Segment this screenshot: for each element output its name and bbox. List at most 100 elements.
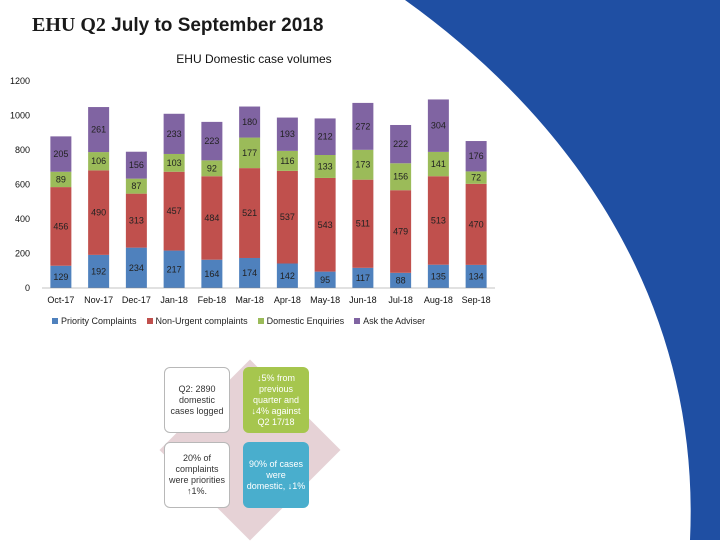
bar-segment [352, 102, 374, 150]
data-label: 511 [356, 219, 370, 229]
bar-segment [427, 99, 449, 152]
data-label: 233 [167, 129, 182, 139]
legend-swatch-priority [52, 318, 58, 324]
bar-segment [163, 250, 185, 288]
data-label: 537 [280, 212, 295, 222]
logo-line: citizens [593, 373, 656, 393]
data-label: 134 [469, 271, 484, 281]
bar-segment [314, 271, 336, 288]
bar-segment [50, 136, 72, 172]
data-label: 133 [318, 161, 333, 171]
data-label: 272 [355, 121, 370, 131]
bar-segment [50, 171, 72, 188]
legend-label: Priority Complaints [61, 316, 137, 326]
y-tick-label: 1200 [10, 76, 30, 86]
bar-segment [390, 124, 412, 164]
data-label: 88 [396, 275, 406, 285]
data-label: 304 [431, 121, 446, 131]
stat-box-text: ↓5% from previous quarter and ↓4% agains… [251, 372, 301, 427]
data-label: 222 [393, 139, 408, 149]
data-label: 456 [53, 221, 68, 231]
data-label: 234 [129, 263, 144, 273]
data-label: 457 [167, 206, 182, 216]
bar-segment [427, 264, 449, 288]
bar-segment [465, 141, 487, 172]
bar-segment [125, 193, 147, 248]
data-label: 543 [318, 220, 333, 230]
x-tick-label: Apr-18 [274, 295, 301, 305]
bar-segment [314, 118, 336, 156]
legend-swatch-enquiries [257, 318, 264, 324]
bar-segment [239, 257, 261, 288]
data-label: 129 [53, 272, 68, 282]
bar-segment [276, 117, 298, 151]
bar-segment [201, 121, 223, 161]
bar-segment [465, 183, 487, 265]
x-tick-label: Nov-17 [84, 295, 113, 305]
legend-swatch-non-urgent [146, 318, 153, 324]
data-label: 89 [56, 174, 66, 184]
data-label: 116 [280, 156, 294, 166]
y-tick-label: 800 [15, 145, 30, 155]
bar-segment [276, 170, 298, 264]
bar-segment [276, 150, 298, 171]
legend-item-enquiries: Domestic Enquiries [257, 316, 344, 326]
chart-title: EHU Domestic case volumes [176, 52, 331, 66]
bar-segment [201, 176, 223, 260]
bar-segment [201, 259, 223, 288]
y-axis: 0 200 400 600 800 1000 1200 [10, 76, 30, 293]
stat-box-change: ↓5% from previous quarter and ↓4% agains… [243, 367, 309, 433]
legend: Priority Complaints Non-Urgent complaint… [52, 316, 425, 326]
data-label: 176 [469, 151, 484, 161]
y-tick-label: 400 [15, 214, 30, 224]
data-label: 479 [393, 227, 408, 237]
data-label: 513 [431, 215, 446, 225]
logo-text: citizens advice scotland [593, 373, 664, 431]
stat-box-text: 90% of cases were domestic, ↓1% [246, 458, 306, 491]
data-label: 173 [355, 160, 370, 170]
bar-segment [163, 153, 185, 172]
bar-segment [314, 155, 336, 178]
data-label: 95 [320, 275, 330, 285]
data-label: 117 [356, 273, 370, 283]
bar-segment [314, 177, 336, 272]
data-label: 142 [280, 271, 295, 281]
stat-box-text: 20% of complaints were priorities ↑1%. [168, 453, 226, 496]
data-label: 205 [53, 149, 68, 159]
bar-segment [50, 187, 72, 266]
data-label: 72 [471, 173, 481, 183]
legend-item-priority: Priority Complaints [52, 316, 137, 326]
data-label: 87 [131, 181, 141, 191]
data-label: 217 [167, 264, 182, 274]
legend-label: Ask the Adviser [363, 316, 426, 326]
bars: 129 456 89 205 192 490 106 261 234 313 87 156 217 457… [50, 99, 487, 288]
bar-segment [352, 149, 374, 180]
data-label: 484 [204, 213, 219, 223]
data-label: 106 [91, 156, 106, 166]
stat-box-priority: 20% of complaints were priorities ↑1%. [164, 442, 230, 508]
data-label: 156 [129, 160, 144, 170]
logo-line: scotland [593, 411, 664, 431]
y-tick-label: 0 [25, 283, 30, 293]
bar-segment [88, 107, 110, 153]
bar-segment [390, 163, 412, 191]
bar-segment [88, 254, 110, 288]
slide-title-rest: July to September 2018 [105, 15, 324, 36]
data-label: 156 [393, 172, 408, 182]
x-tick-label: Sep-18 [462, 295, 491, 305]
bar-segment [125, 151, 147, 179]
x-tick-label: Jan-18 [160, 295, 188, 305]
x-tick-label: Dec-17 [122, 295, 151, 305]
legend-label: Non-Urgent complaints [155, 316, 248, 326]
bar-segment [390, 190, 412, 273]
x-tick-label: Jun-18 [349, 295, 377, 305]
bar-segment [88, 170, 110, 255]
x-tick-label: Jul-18 [388, 295, 413, 305]
bar-segment [465, 264, 487, 288]
y-tick-label: 600 [15, 180, 30, 190]
data-label: 135 [431, 271, 446, 281]
data-label: 177 [242, 148, 257, 158]
bar-segment [163, 113, 185, 154]
